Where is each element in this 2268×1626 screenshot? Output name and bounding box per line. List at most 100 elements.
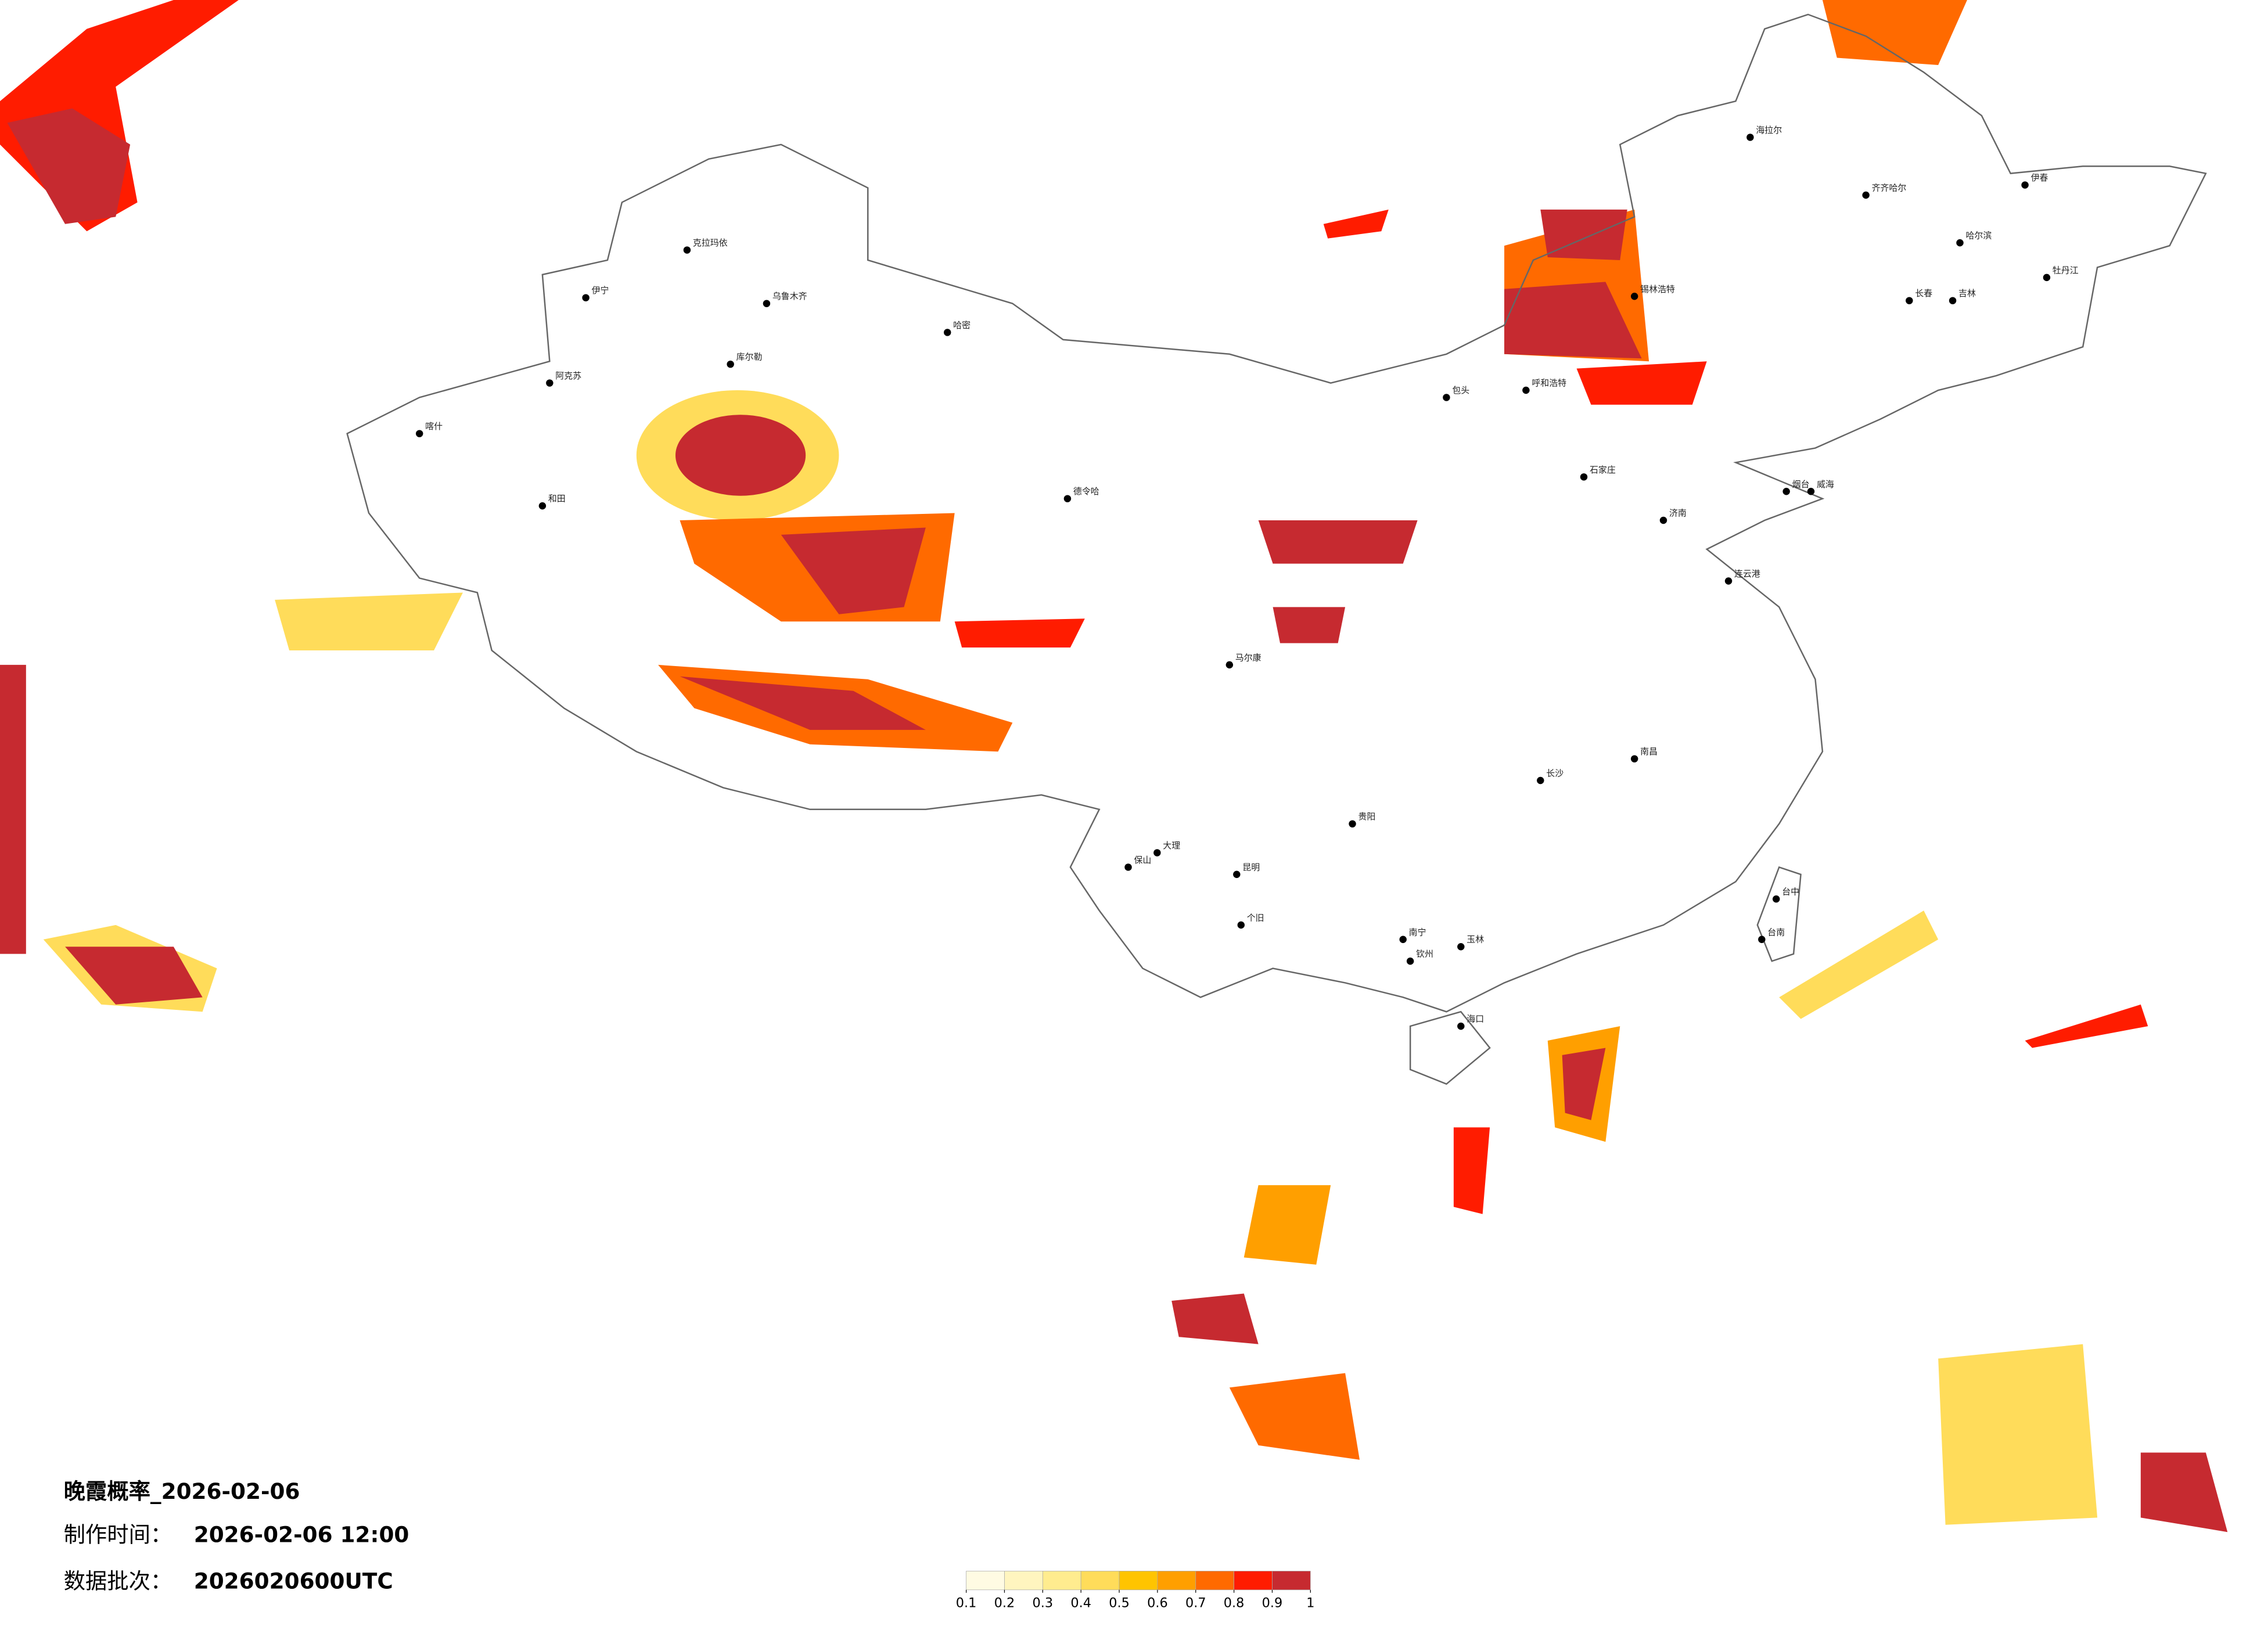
city-dot — [1457, 943, 1465, 951]
colorbar-segment — [1195, 1571, 1234, 1591]
city-label: 吉林 — [1958, 288, 1976, 298]
city-label: 哈尔滨 — [1965, 231, 1992, 241]
area — [1779, 911, 1939, 1019]
area — [7, 108, 131, 224]
city-dot — [1537, 776, 1544, 785]
city-label: 贵阳 — [1358, 811, 1376, 822]
area — [1562, 1048, 1606, 1120]
city-label: 长沙 — [1546, 768, 1563, 779]
city-dot — [1233, 870, 1241, 878]
city-label: 库尔勒 — [736, 352, 763, 362]
colorbar-segment — [966, 1571, 1005, 1591]
china-outline — [346, 13, 2207, 1013]
colorbar-segment — [1042, 1571, 1081, 1591]
city-dot — [944, 329, 951, 336]
city-label: 德令哈 — [1073, 486, 1099, 497]
city-dot — [1956, 239, 1964, 247]
city-label: 保山 — [1134, 855, 1152, 865]
city-dot — [1862, 191, 1870, 199]
city-label: 阿克苏 — [555, 370, 581, 381]
made-time: 2026-02-06 12:00 — [194, 1522, 409, 1548]
city-label: 包头 — [1452, 385, 1469, 395]
city-dot — [1349, 820, 1356, 828]
area — [1540, 209, 1627, 260]
area — [1576, 361, 1707, 405]
area — [1171, 1293, 1259, 1344]
city-dot — [727, 360, 734, 368]
taiwan — [1756, 866, 1802, 962]
colorbar-segment — [1272, 1571, 1311, 1591]
city-dot — [1746, 134, 1754, 141]
city-label: 牡丹江 — [2053, 265, 2079, 275]
city-label: 呼和浩特 — [1532, 378, 1566, 388]
colorbar-segment — [1004, 1571, 1043, 1591]
city-dot — [1807, 488, 1815, 495]
colorbar-tick-label: 1 — [1306, 1596, 1314, 1611]
area — [1938, 1344, 2098, 1525]
city-label: 伊春 — [2031, 172, 2048, 183]
city-label: 克拉玛依 — [693, 238, 728, 248]
city-dot — [1406, 957, 1414, 965]
colorbar-tick-label: 0.9 — [1262, 1596, 1283, 1611]
title: 晚霞概率_2026-02-06 — [64, 1478, 300, 1504]
city-label: 锡林浩特 — [1640, 284, 1675, 294]
area — [1258, 520, 1418, 564]
city-label: 哈密 — [953, 320, 971, 330]
city-label: 马尔康 — [1235, 652, 1261, 663]
area — [954, 618, 1085, 648]
city-label: 济南 — [1669, 508, 1687, 519]
city-dot — [1443, 394, 1450, 401]
city-dot — [1630, 293, 1638, 300]
city-dot — [2043, 274, 2051, 282]
city-dot — [1580, 473, 1588, 481]
colorbar-tick-label: 0.2 — [994, 1596, 1015, 1611]
city-dot — [1758, 936, 1766, 943]
city-label: 玉林 — [1467, 934, 1484, 945]
city-dot — [1949, 297, 1957, 304]
colorbar-segment — [1234, 1571, 1273, 1591]
city-label: 喀什 — [425, 421, 443, 431]
area — [1323, 209, 1389, 239]
colorbar-tick-label: 0.5 — [1109, 1596, 1130, 1611]
batch-label: 数据批次： — [64, 1568, 172, 1593]
city-label: 昆明 — [1242, 862, 1260, 872]
city-dot — [1630, 755, 1638, 762]
area — [0, 664, 26, 954]
area — [1504, 282, 1642, 359]
area — [2140, 1452, 2228, 1533]
city-dot — [1237, 921, 1245, 929]
city-label: 海口 — [1467, 1014, 1484, 1024]
colorbar-tick-label: 0.7 — [1185, 1596, 1206, 1611]
city-dot — [1457, 1022, 1465, 1030]
batch: 2026020600UTC — [194, 1568, 393, 1593]
city-label: 个旧 — [1247, 912, 1264, 923]
city-dot — [683, 246, 691, 254]
city-dot — [1773, 895, 1780, 903]
colorbar-tick-label: 0.6 — [1147, 1596, 1168, 1611]
city-dot — [1063, 495, 1072, 502]
city-dot — [1124, 864, 1132, 871]
area — [675, 415, 806, 496]
city-dot — [1522, 386, 1530, 394]
area — [1822, 0, 1967, 65]
city-label: 伊宁 — [592, 285, 609, 296]
city-dot — [1906, 297, 1913, 304]
area — [65, 947, 203, 1005]
city-dot — [1399, 936, 1407, 943]
hainan — [1409, 1010, 1491, 1085]
city-dot — [763, 300, 771, 307]
city-dot — [546, 379, 553, 387]
area — [1243, 1185, 1331, 1265]
city-label: 海拉尔 — [1756, 125, 1782, 135]
city-label: 台南 — [1767, 927, 1785, 937]
city-dot — [582, 294, 590, 301]
city-dot — [1225, 661, 1234, 669]
colorbar-tick-label: 0.8 — [1224, 1596, 1245, 1611]
city-label: 连云港 — [1734, 569, 1760, 579]
colorbar: 0.1 0.2 0.3 0.4 0.5 0.6 0.7 0.8 0.9 1 — [956, 1571, 1314, 1611]
area — [1229, 1373, 1360, 1460]
probability-areas — [0, 0, 2228, 1533]
